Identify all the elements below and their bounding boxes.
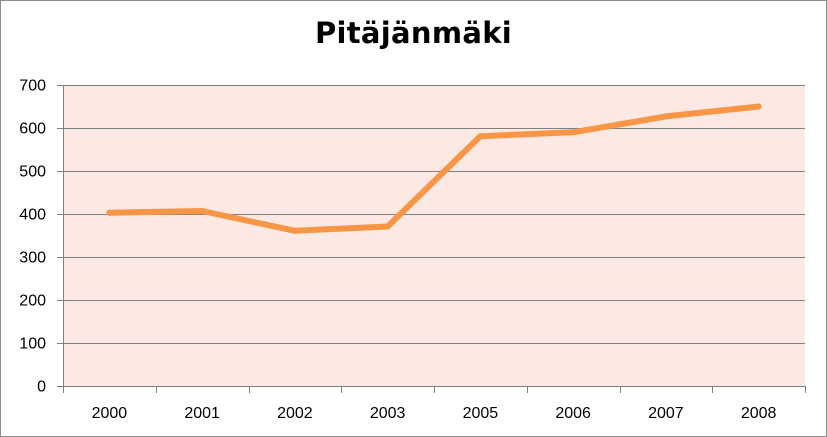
plot-area — [63, 85, 805, 386]
data-point — [384, 223, 391, 230]
y-tick-label: 100 — [19, 336, 46, 353]
y-tick-label: 0 — [37, 379, 46, 396]
data-point — [199, 207, 206, 214]
data-point — [570, 129, 577, 136]
x-tick-label: 2008 — [741, 405, 777, 422]
x-tick-label: 2000 — [92, 405, 128, 422]
y-tick-label: 300 — [19, 250, 46, 267]
y-tick-label: 600 — [19, 121, 46, 138]
data-point — [106, 209, 113, 216]
y-tick-label: 500 — [19, 164, 46, 181]
x-tick-label: 2007 — [648, 405, 684, 422]
x-tick-label: 2006 — [555, 405, 591, 422]
data-point — [477, 133, 484, 140]
x-tick-label: 2001 — [184, 405, 220, 422]
series-line — [106, 103, 762, 234]
x-tick-label: 2005 — [463, 405, 499, 422]
data-point — [291, 227, 298, 234]
y-tick-label: 200 — [19, 293, 46, 310]
y-tick-label: 400 — [19, 207, 46, 224]
x-tick-label: 2003 — [370, 405, 406, 422]
data-point — [662, 113, 669, 120]
chart-title: Pitäjänmäki — [314, 16, 513, 50]
x-tick-label: 2002 — [277, 405, 313, 422]
data-point — [755, 103, 762, 110]
y-tick-label: 700 — [19, 78, 46, 95]
